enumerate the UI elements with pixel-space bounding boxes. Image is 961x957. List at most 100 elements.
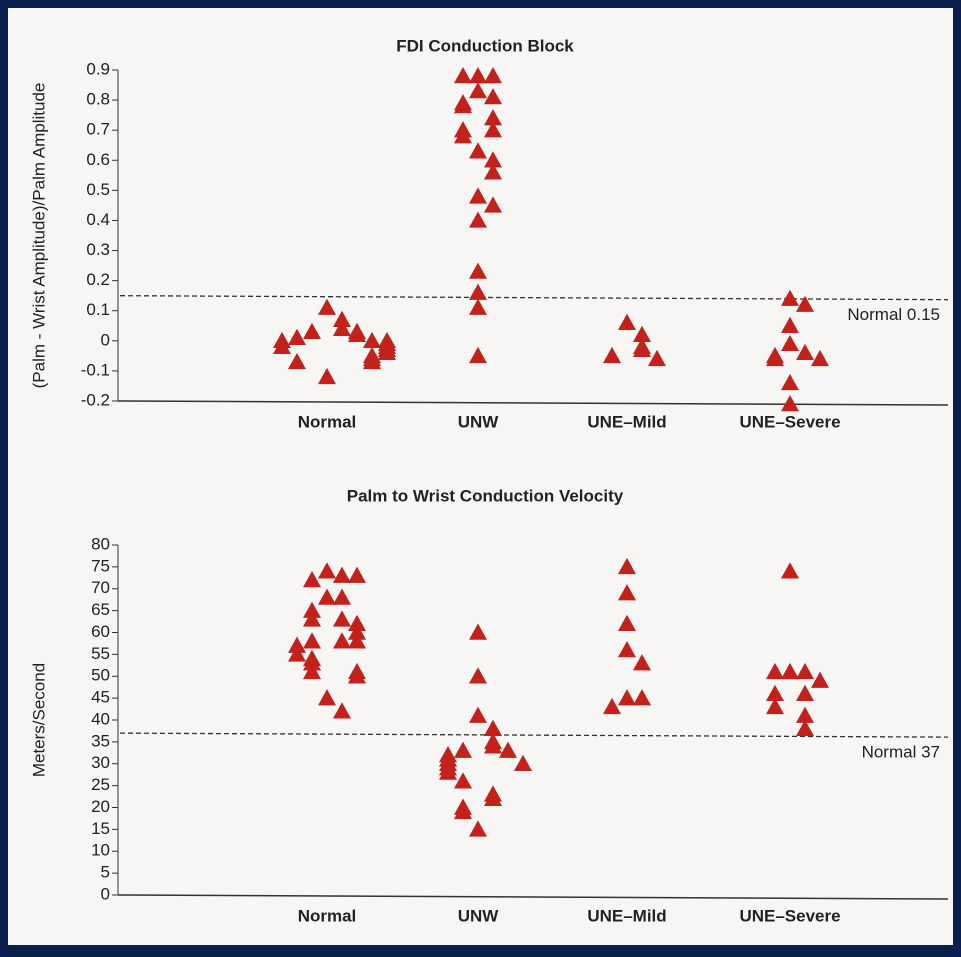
data-point (469, 820, 487, 837)
data-point (318, 689, 336, 706)
data-point (454, 741, 472, 758)
x-tick-label: UNE–Severe (739, 906, 840, 925)
data-point (484, 151, 502, 168)
data-point (484, 109, 502, 126)
data-point (454, 772, 472, 789)
data-point (318, 562, 336, 579)
data-point (618, 689, 636, 706)
data-point (796, 343, 814, 361)
data-point (318, 367, 336, 385)
y-tick-label: 0 (101, 884, 110, 903)
y-tick-label: 35 (91, 731, 110, 750)
data-point (618, 557, 636, 575)
chart-title: FDI Conduction Block (396, 36, 574, 55)
y-tick-label: 40 (91, 709, 110, 728)
data-point (484, 737, 502, 754)
data-point (484, 789, 502, 806)
data-point (288, 328, 306, 346)
data-point (333, 702, 351, 719)
data-point (781, 289, 799, 306)
data-point (378, 343, 396, 361)
data-point (303, 601, 321, 618)
data-point (781, 316, 799, 333)
data-point (781, 395, 799, 412)
data-point (484, 196, 502, 213)
x-tick-label: UNW (458, 906, 500, 925)
x-tick-label: Normal (298, 906, 357, 925)
data-point (348, 566, 366, 583)
data-point (333, 566, 351, 583)
data-point (796, 684, 814, 701)
data-point (484, 88, 502, 105)
data-point (273, 337, 291, 355)
y-tick-label: -0.2 (81, 390, 110, 409)
data-point (333, 588, 351, 605)
data-point (618, 614, 636, 631)
y-tick-label: 0 (101, 330, 110, 349)
data-point (363, 331, 381, 349)
data-point (348, 632, 366, 649)
data-point (469, 142, 487, 159)
y-tick-label: 0.4 (86, 210, 110, 229)
data-point (469, 262, 487, 279)
data-point (514, 754, 532, 771)
data-point (633, 654, 651, 671)
y-tick-label: 70 (91, 578, 110, 597)
y-tick-label: 0.8 (86, 90, 110, 109)
y-tick-label: 60 (91, 622, 110, 641)
data-point (303, 571, 321, 588)
y-tick-label: 0.6 (86, 150, 110, 169)
data-point (469, 67, 487, 84)
y-tick-label: -0.1 (81, 360, 110, 379)
data-point (633, 325, 651, 342)
data-point (303, 662, 321, 680)
x-tick-label: UNE–Mild (587, 412, 666, 431)
data-point (469, 187, 487, 204)
data-point (303, 654, 321, 671)
y-axis-label: (Palm - Wrist Amplitude)/Palm Amplitude (29, 83, 48, 389)
x-tick-label: Normal (298, 412, 357, 431)
y-tick-label: 55 (91, 644, 110, 663)
reference-label: Normal 0.15 (847, 305, 940, 324)
data-point (288, 636, 306, 653)
data-point (484, 67, 502, 84)
data-point (484, 719, 502, 736)
chart-title: Palm to Wrist Conduction Velocity (347, 486, 624, 505)
data-point (618, 313, 636, 330)
data-point (484, 121, 502, 138)
x-axis (117, 894, 949, 900)
data-point (811, 671, 829, 688)
y-tick-label: 65 (91, 600, 110, 619)
y-tick-label: 25 (91, 775, 110, 794)
data-point (454, 127, 472, 144)
data-point (469, 211, 487, 228)
data-point (633, 340, 651, 358)
data-point (469, 283, 487, 300)
data-point (811, 349, 829, 367)
data-point (499, 741, 517, 758)
data-point (288, 645, 306, 662)
data-point (603, 346, 621, 364)
data-point (766, 662, 784, 680)
x-tick-label: UNE–Severe (739, 412, 840, 431)
data-point (781, 373, 799, 391)
data-point (348, 623, 366, 640)
y-tick-label: 0.7 (86, 120, 110, 139)
data-point (603, 697, 621, 715)
data-point (469, 706, 487, 723)
data-point (454, 67, 472, 84)
data-point (303, 610, 321, 627)
reference-line (119, 732, 949, 738)
data-point (781, 334, 799, 352)
data-point (288, 352, 306, 370)
data-point (618, 641, 636, 658)
paper (8, 8, 953, 945)
y-tick-label: 0.5 (86, 180, 110, 199)
data-point (333, 610, 351, 627)
data-point (469, 346, 487, 364)
data-point (318, 298, 336, 315)
data-point (781, 662, 799, 680)
y-tick-label: 0.1 (86, 300, 110, 319)
